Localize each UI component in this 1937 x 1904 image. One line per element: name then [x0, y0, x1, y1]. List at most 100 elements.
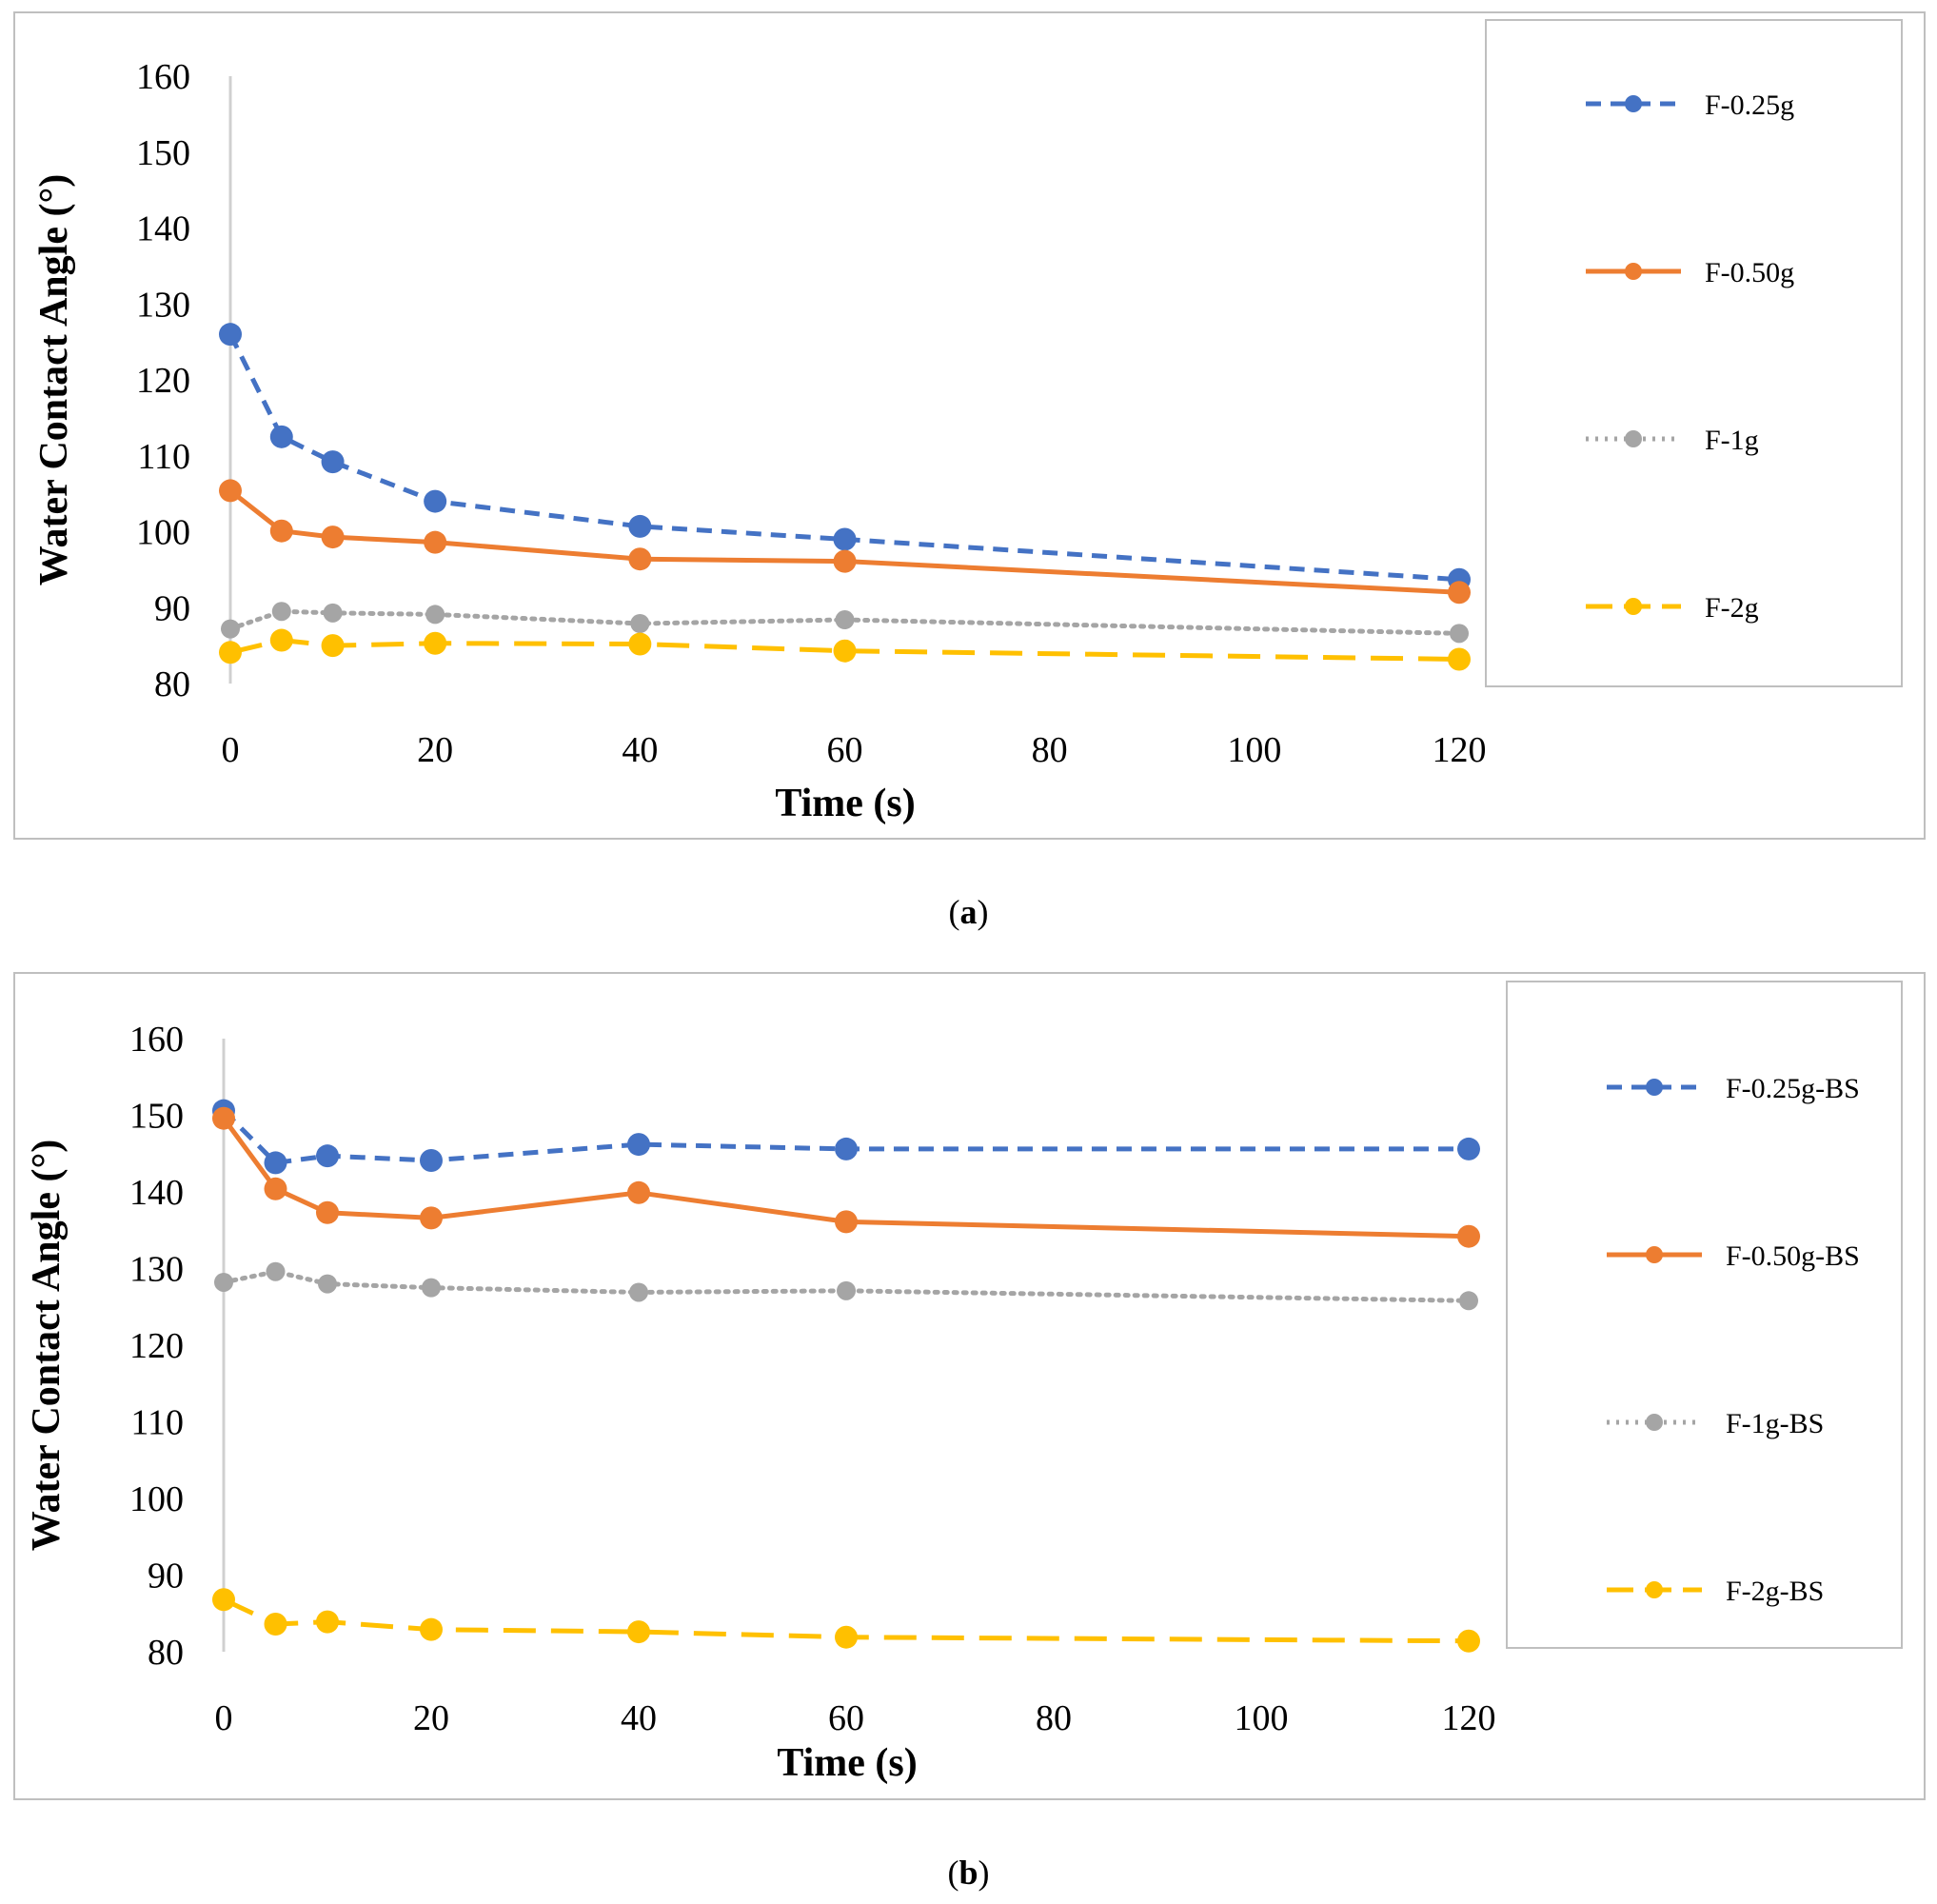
chart-b-legend-marker-2 — [1646, 1414, 1663, 1431]
chart-b-svg: 80 90 100 110 120 130 140 150 160 0 20 40 60 80 100 120… — [25, 981, 1903, 1785]
chart-a-data-point — [835, 610, 855, 630]
chart-b-data-point — [835, 1210, 858, 1234]
caption-b: (b) — [0, 1853, 1937, 1893]
chart-a-legend-marker-3 — [1625, 598, 1642, 615]
chart-a-data-point — [628, 514, 652, 538]
chart-b-data-point — [264, 1613, 287, 1636]
chart-a-data-point — [833, 639, 857, 663]
chart-b-legend-label-2: F-1g-BS — [1726, 1408, 1824, 1439]
chart-a-legend-label-0: F-0.25g — [1705, 89, 1794, 121]
chart-a-data-point — [219, 641, 242, 664]
chart-a-data-point — [833, 549, 857, 573]
chart-b-data-point — [316, 1610, 339, 1634]
caption-b-label: b — [959, 1854, 978, 1892]
chart-b-xtick-label: 120 — [1442, 1698, 1496, 1738]
chart-b-legend-marker-0 — [1646, 1079, 1663, 1096]
chart-a-xtick-label: 20 — [417, 730, 453, 770]
chart-a-ytick-label: 130 — [136, 285, 190, 325]
chart-b-ytick-label: 90 — [148, 1557, 184, 1597]
chart-a-data-point — [219, 323, 242, 347]
chart-b-data-point — [1459, 1291, 1478, 1311]
chart-b-xtick-label: 100 — [1235, 1698, 1289, 1738]
chart-a-data-point — [630, 613, 650, 633]
chart-a-xtick-label: 100 — [1227, 730, 1281, 770]
chart-b-data-point — [627, 1133, 650, 1157]
chart-b-data-point — [266, 1261, 286, 1281]
chart-a-data-point — [321, 450, 345, 474]
caption-b-close: ) — [978, 1854, 990, 1892]
chart-a-data-point — [1448, 647, 1471, 671]
chart-b-xtick-label: 0 — [215, 1698, 233, 1738]
chart-b-data-point — [835, 1625, 858, 1649]
chart-b-xtick-label: 80 — [1036, 1698, 1072, 1738]
chart-b-ytick-label: 110 — [130, 1403, 184, 1443]
chart-a-data-point — [269, 519, 293, 543]
chart-a-x-axis-title: Time (s) — [775, 782, 915, 825]
chart-b-data-point — [1457, 1224, 1480, 1248]
chart-a-ytick-label: 140 — [136, 209, 190, 249]
chart-a-legend-marker-1 — [1625, 263, 1642, 280]
chart-a-data-point — [833, 527, 857, 551]
chart-a-data-point — [269, 425, 293, 448]
chart-b-legend-marker-1 — [1646, 1246, 1663, 1263]
chart-b-legend-label-1: F-0.50g-BS — [1726, 1240, 1860, 1272]
chart-a-data-point — [1448, 581, 1471, 605]
chart-b-ytick-label: 150 — [129, 1097, 184, 1137]
chart-b-data-point — [1457, 1629, 1480, 1653]
chart-a-ytick-label: 100 — [136, 513, 190, 553]
chart-b-data-point — [264, 1151, 287, 1175]
chart-a-legend-marker-2 — [1625, 430, 1642, 447]
chart-b-data-point — [212, 1588, 235, 1612]
chart-a-data-point — [323, 603, 343, 623]
caption-b-open: ( — [947, 1854, 959, 1892]
chart-a-ytick-label: 80 — [154, 664, 190, 704]
chart-b-legend-label-3: F-2g-BS — [1726, 1576, 1824, 1607]
chart-a-legend-marker-0 — [1625, 95, 1642, 112]
chart-b-data-point — [422, 1278, 441, 1298]
chart-a-y-axis-title: Water Contact Angle (°) — [32, 174, 76, 585]
chart-a-data-point — [269, 628, 293, 652]
chart-b-data-point — [420, 1206, 443, 1230]
chart-a-legend-label-2: F-1g — [1705, 425, 1759, 456]
chart-a-legend-label-3: F-2g — [1705, 592, 1759, 624]
chart-b-data-point — [264, 1177, 287, 1200]
chart-a-data-point — [1450, 624, 1469, 644]
chart-b-data-point — [420, 1148, 443, 1172]
chart-b-ytick-label: 160 — [129, 1020, 184, 1060]
chart-b-ytick-label: 140 — [129, 1173, 184, 1213]
chart-b-data-point — [1457, 1137, 1480, 1160]
chart-a-data-point — [221, 619, 240, 639]
chart-b-legend-box — [1506, 981, 1903, 1649]
chart-a-data-point — [219, 479, 242, 503]
caption-a-close: ) — [977, 893, 989, 931]
chart-b-data-point — [837, 1280, 856, 1300]
chart-a-svg: 80 90 100 110 120 130 140 150 160 0 20 40 60 80 100 120… — [32, 19, 1903, 825]
chart-b-data-point — [316, 1144, 339, 1168]
chart-b-xtick-label: 60 — [828, 1698, 864, 1738]
chart-a-data-point — [424, 631, 447, 655]
chart-a-data-point — [271, 602, 291, 622]
chart-a-ytick-label: 160 — [136, 57, 190, 97]
chart-a-legend-label-1: F-0.50g — [1705, 257, 1794, 288]
chart-a-ytick-label: 150 — [136, 133, 190, 173]
chart-b-x-axis-title: Time (s) — [777, 1741, 917, 1785]
chart-b-data-point — [420, 1617, 443, 1641]
chart-b-xtick-label: 40 — [621, 1698, 657, 1738]
chart-b-xtick-label: 20 — [413, 1698, 449, 1738]
chart-b-data-point — [629, 1282, 648, 1302]
chart-b-ytick-label: 130 — [129, 1250, 184, 1290]
chart-a-xtick-label: 40 — [622, 730, 658, 770]
chart-a-data-point — [628, 547, 652, 571]
chart-a-ytick-label: 110 — [137, 437, 190, 477]
chart-b-data-point — [627, 1620, 650, 1644]
chart-a-ytick-label: 90 — [154, 588, 190, 628]
chart-b-data-point — [318, 1274, 337, 1294]
chart-a-data-point — [628, 632, 652, 656]
chart-b-data-point — [835, 1137, 858, 1160]
caption-a: (a) — [0, 892, 1937, 932]
chart-b-ytick-label: 120 — [129, 1326, 184, 1366]
chart-b-ytick-label: 80 — [148, 1633, 184, 1673]
chart-a-data-point — [424, 530, 447, 554]
chart-b-legend-label-0: F-0.25g-BS — [1726, 1073, 1860, 1104]
chart-b-y-axis-title: Water Contact Angle (°) — [25, 1140, 69, 1551]
